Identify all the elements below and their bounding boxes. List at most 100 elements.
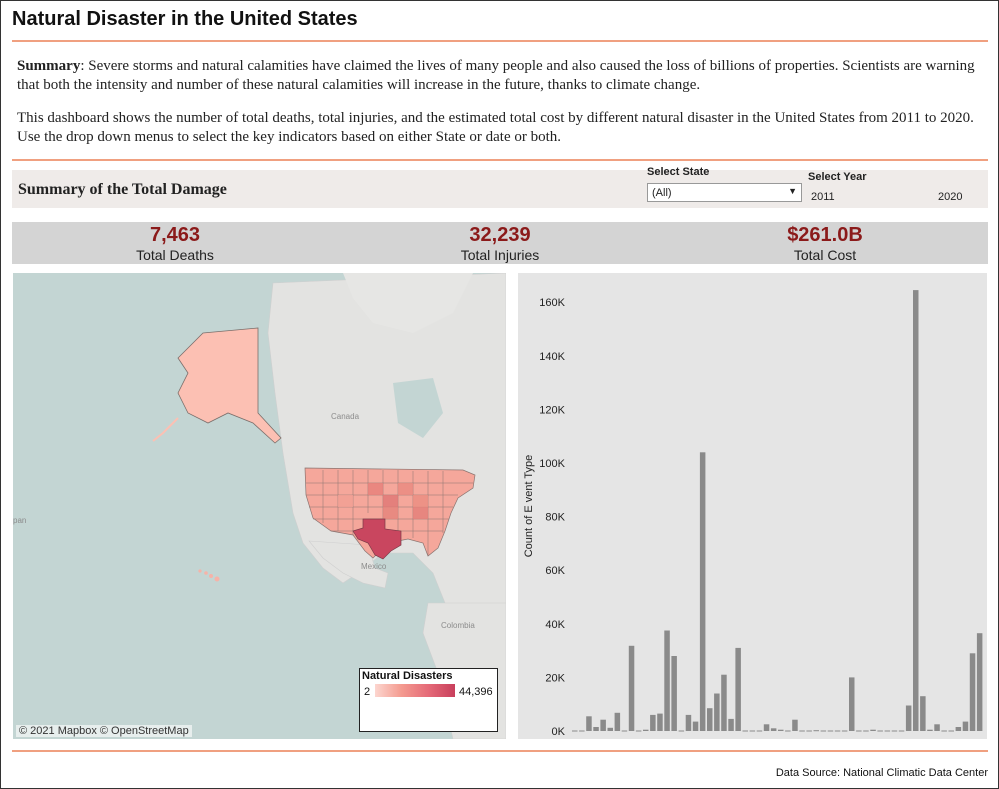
bar[interactable] [600, 719, 606, 731]
bar[interactable] [948, 730, 955, 732]
map-attribution[interactable]: © 2021 Mapbox © OpenStreetMap [16, 725, 192, 737]
bar[interactable] [969, 653, 976, 731]
bar[interactable] [635, 730, 642, 732]
bar[interactable] [749, 730, 756, 732]
land-arctic [343, 273, 473, 333]
bar[interactable] [685, 714, 692, 731]
bar[interactable] [962, 721, 969, 731]
y-tick-label: 100K [539, 458, 565, 470]
bar[interactable] [721, 674, 727, 731]
bar[interactable] [898, 730, 905, 732]
bar[interactable] [785, 730, 791, 732]
bar[interactable] [941, 730, 947, 732]
map-label-colombia: Colombia [441, 621, 475, 630]
legend-min: 2 [364, 686, 371, 698]
state-dropdown[interactable]: (All) ▼ [647, 183, 802, 202]
bar[interactable] [657, 713, 663, 731]
choropleth-map[interactable]: Canada Mexico Colombia pan © 2021 Mapbox… [13, 273, 506, 739]
bar[interactable] [714, 693, 720, 732]
bar[interactable] [870, 729, 876, 731]
bar[interactable] [856, 730, 862, 732]
water-hudson-bay [393, 378, 443, 438]
summary-label: Summary [17, 58, 81, 74]
select-year-label: Select Year [808, 171, 867, 183]
bar[interactable] [792, 719, 798, 731]
select-state-label: Select State [647, 166, 710, 178]
bar[interactable] [763, 724, 770, 731]
bar[interactable] [650, 714, 656, 731]
bar[interactable] [976, 633, 983, 731]
bar[interactable] [643, 729, 649, 731]
bar[interactable] [572, 730, 578, 732]
kpi-value: 32,239 [469, 224, 531, 246]
bar[interactable] [742, 730, 749, 732]
bar[interactable] [607, 727, 614, 731]
kpi-total-cost: $261.0B Total Cost [725, 222, 925, 262]
bar[interactable] [891, 730, 898, 732]
bar[interactable] [849, 677, 855, 731]
bar[interactable] [692, 721, 699, 731]
alaska-islands [152, 417, 179, 442]
y-tick-label: 20K [545, 672, 565, 684]
bar[interactable] [678, 730, 685, 732]
map-label-japan: pan [13, 516, 26, 525]
bar[interactable] [799, 730, 805, 732]
bar[interactable] [827, 730, 834, 732]
bar[interactable] [820, 730, 827, 732]
bar[interactable] [884, 730, 891, 732]
bar[interactable] [834, 730, 841, 732]
bar[interactable] [756, 730, 763, 732]
kpi-total-deaths: 7,463 Total Deaths [75, 222, 275, 262]
state-texas [352, 518, 402, 560]
bar[interactable] [707, 708, 713, 731]
bar[interactable] [579, 730, 585, 732]
bar[interactable] [593, 727, 599, 731]
year-range-max[interactable]: 2020 [938, 191, 963, 203]
event-type-bar-chart: Count of E vent Type 0K 20K 40K 60K 80K 100K 1… [518, 273, 987, 739]
bar[interactable] [699, 452, 706, 731]
bar[interactable] [728, 718, 734, 731]
bar[interactable] [614, 712, 621, 731]
description-paragraph: This dashboard shows the number of total… [17, 110, 974, 145]
legend-max: 44,396 [459, 686, 493, 698]
bar[interactable] [913, 290, 919, 731]
kpi-label: Total Cost [793, 247, 857, 263]
bar[interactable] [628, 645, 635, 731]
bar[interactable] [586, 716, 592, 731]
summary-text: : Severe storms and natural calamities h… [17, 58, 975, 93]
kpi-label: Total Deaths [136, 247, 214, 263]
bar[interactable] [927, 729, 933, 731]
legend-title: Natural Disasters [362, 670, 453, 682]
kpi-label: Total Injuries [460, 247, 540, 263]
kpi-total-injuries: 32,239 Total Injuries [400, 222, 600, 262]
y-axis-ticks: 0K 20K 40K 60K 80K 100K 120K 140K 160K [539, 297, 565, 738]
dropdown-arrow-icon: ▼ [788, 186, 797, 196]
bar[interactable] [863, 730, 869, 732]
bar[interactable] [671, 656, 677, 731]
filter-bar: Summary of the Total Damage [12, 170, 988, 208]
bar[interactable] [905, 705, 912, 732]
divider [12, 750, 988, 752]
bar[interactable] [877, 730, 883, 732]
state-dropdown-value: (All) [652, 187, 672, 199]
bar[interactable] [621, 730, 628, 732]
kpi-value: $261.0B [787, 224, 863, 246]
bar[interactable] [778, 729, 784, 731]
y-axis-title: Count of E vent Type [523, 455, 535, 558]
page-title: Natural Disaster in the United States [12, 8, 358, 30]
bar[interactable] [955, 727, 962, 731]
bar[interactable] [934, 724, 940, 731]
map-label-mexico: Mexico [361, 562, 387, 571]
state-hawaii [198, 569, 220, 582]
bar[interactable] [806, 730, 812, 732]
legend-color-ramp [375, 684, 455, 697]
bar[interactable] [664, 630, 670, 732]
year-range-min[interactable]: 2011 [811, 191, 835, 203]
bar[interactable] [770, 728, 777, 731]
y-tick-label: 60K [545, 565, 565, 577]
bar[interactable] [841, 730, 848, 732]
bar[interactable] [735, 647, 741, 731]
bar[interactable] [920, 696, 926, 731]
bar[interactable] [813, 730, 820, 732]
map-canvas[interactable]: Canada Mexico Colombia pan [13, 273, 506, 739]
